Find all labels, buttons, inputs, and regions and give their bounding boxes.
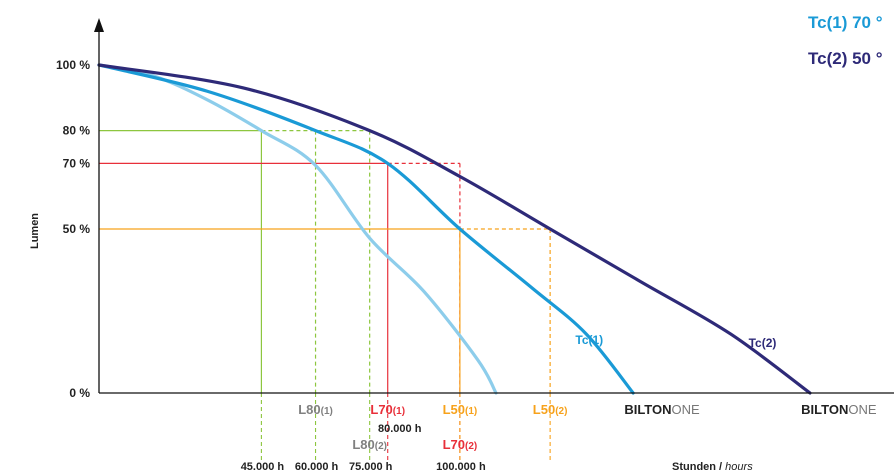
legend-entry: Tc(2) 50 °	[808, 49, 883, 68]
y-tick-label: 70 %	[63, 156, 91, 170]
l-label: L70(2)	[443, 437, 478, 452]
y-tick-label: 100 %	[56, 58, 90, 72]
x-tick-label: 100.000 h	[436, 461, 486, 473]
y-tick-label: 80 %	[63, 124, 91, 138]
y-axis-arrow	[94, 18, 104, 32]
degradation-curves	[97, 63, 812, 395]
x-tick-label: 60.000 h	[295, 461, 339, 473]
series-label: Tc(2)	[749, 336, 777, 350]
series-label: Tc(1)	[575, 333, 603, 347]
x-axis-title: Stunden / hours	[672, 461, 753, 473]
curve-reference	[97, 63, 498, 395]
chart-labels: 100 % 80 % 70 % 50 % 0 % 45.000 h 60.000 h 75.0…	[56, 13, 883, 473]
x-tick-label: 80.000 h	[378, 423, 422, 435]
l-label: L50(2)	[533, 402, 568, 417]
reference-lines	[99, 130, 551, 460]
x-tick-label: 45.000 h	[241, 461, 285, 473]
y-axis-title: Lumen	[29, 213, 41, 249]
y-tick-label: 50 %	[63, 222, 91, 236]
y-tick-label: 0 %	[69, 386, 90, 400]
curve-Tc(2)	[97, 63, 812, 395]
l-label: L50(1)	[443, 402, 478, 417]
curve-Tc(1)	[97, 63, 635, 395]
legend-entry: Tc(1) 70 °	[808, 13, 883, 32]
l-label: L80(1)	[298, 402, 333, 417]
l-label: L80(2)	[352, 437, 387, 452]
brand-label: BILTONONE	[801, 402, 877, 417]
x-tick-label: 75.000 h	[349, 461, 393, 473]
axes	[94, 18, 894, 394]
brand-label: BILTONONE	[624, 402, 700, 417]
l-label: L70(1)	[370, 402, 405, 417]
